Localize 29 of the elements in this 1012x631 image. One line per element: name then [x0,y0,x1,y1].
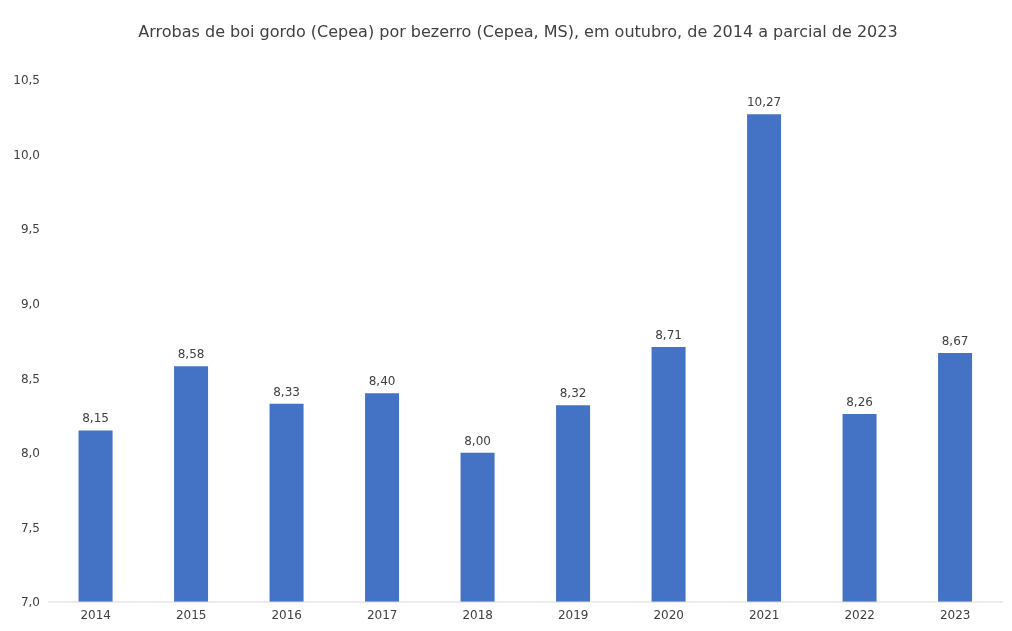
x-tick-label: 2014 [80,607,112,622]
y-tick-label: 10,5 [13,73,40,88]
y-tick-label: 9,5 [20,222,40,237]
data-label: 8,15 [82,411,109,426]
data-label: 8,32 [559,386,587,401]
x-tick-label: 2015 [175,607,207,622]
x-tick-label: 2017 [366,607,398,622]
x-tick-label: 2022 [844,607,876,622]
y-tick-label: 8,5 [20,371,40,386]
chart-title: Arrobas de boi gordo (Cepea) por bezerro (Cepea, MS), em outubro, de 2014 a parcial de 2023 [137,21,899,43]
x-tick-label: 2021 [748,607,780,622]
data-label: 8,40 [368,374,396,389]
data-label: 10,27 [746,95,782,110]
data-label: 8,67 [941,333,969,348]
x-tick-label: 2016 [271,607,303,622]
data-label: 8,00 [464,433,491,448]
x-tick-label: 2018 [462,607,494,622]
y-tick-label: 10,0 [13,147,40,162]
data-label: 8,33 [273,384,300,399]
x-tick-label: 2020 [653,607,685,622]
data-label: 8,58 [177,347,205,362]
y-tick-label: 9,0 [20,296,40,311]
data-label: 8,71 [655,327,682,342]
y-tick-label: 8,0 [20,446,40,461]
y-tick-label: 7,5 [20,520,40,535]
x-tick-label: 2023 [939,607,971,622]
data-label: 8,26 [846,395,873,410]
x-tick-label: 2019 [557,607,589,622]
y-tick-label: 7,0 [20,595,40,610]
